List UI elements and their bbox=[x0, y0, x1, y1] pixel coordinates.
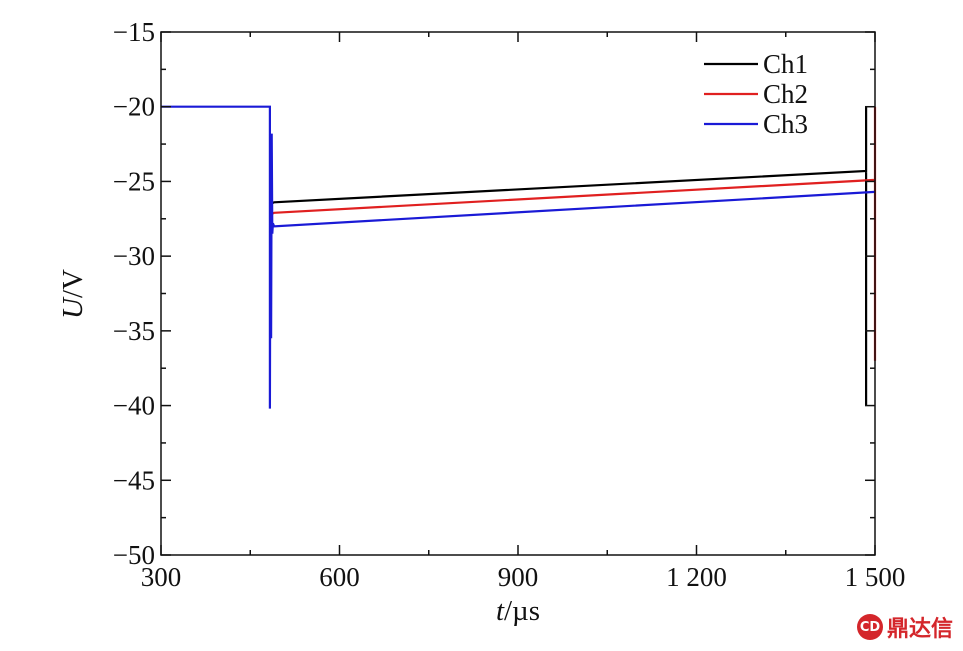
series-layer bbox=[161, 105, 877, 409]
x-tick-label: 1 200 bbox=[666, 562, 727, 592]
y-tick-label: −30 bbox=[113, 241, 155, 271]
y-tick-label: −35 bbox=[113, 316, 155, 346]
y-tick-label: −50 bbox=[113, 540, 155, 570]
legend-label-ch1: Ch1 bbox=[763, 49, 808, 79]
watermark-logo-icon: CD bbox=[856, 614, 883, 640]
watermark-text: 鼎达信 bbox=[886, 617, 953, 642]
x-tick-label: 900 bbox=[498, 562, 539, 592]
legend-label-ch3: Ch3 bbox=[763, 109, 808, 139]
y-axis-title: U/V bbox=[57, 269, 89, 319]
x-tick-label: 600 bbox=[319, 562, 360, 592]
watermark: CD 鼎达信 bbox=[856, 611, 953, 643]
series-line-ch3 bbox=[161, 105, 876, 409]
y-tick-label: −20 bbox=[113, 92, 155, 122]
y-tick-label: −45 bbox=[113, 465, 155, 495]
x-axis-title: t/µs bbox=[496, 595, 540, 627]
legend-label-ch2: Ch2 bbox=[763, 79, 808, 109]
tick-layer: 300 600 900 1 200 1 500 −15 −20 −25 −30 −35 −40 −45… bbox=[113, 17, 906, 592]
y-tick-label: −15 bbox=[113, 17, 155, 47]
y-tick-label: −25 bbox=[113, 166, 155, 196]
x-tick-label: 1 500 bbox=[845, 562, 906, 592]
x-tick-label: 300 bbox=[141, 562, 182, 592]
series-line-ch2 bbox=[270, 106, 877, 361]
y-tick-label: −40 bbox=[113, 391, 155, 421]
series-line-ch1 bbox=[270, 106, 868, 406]
